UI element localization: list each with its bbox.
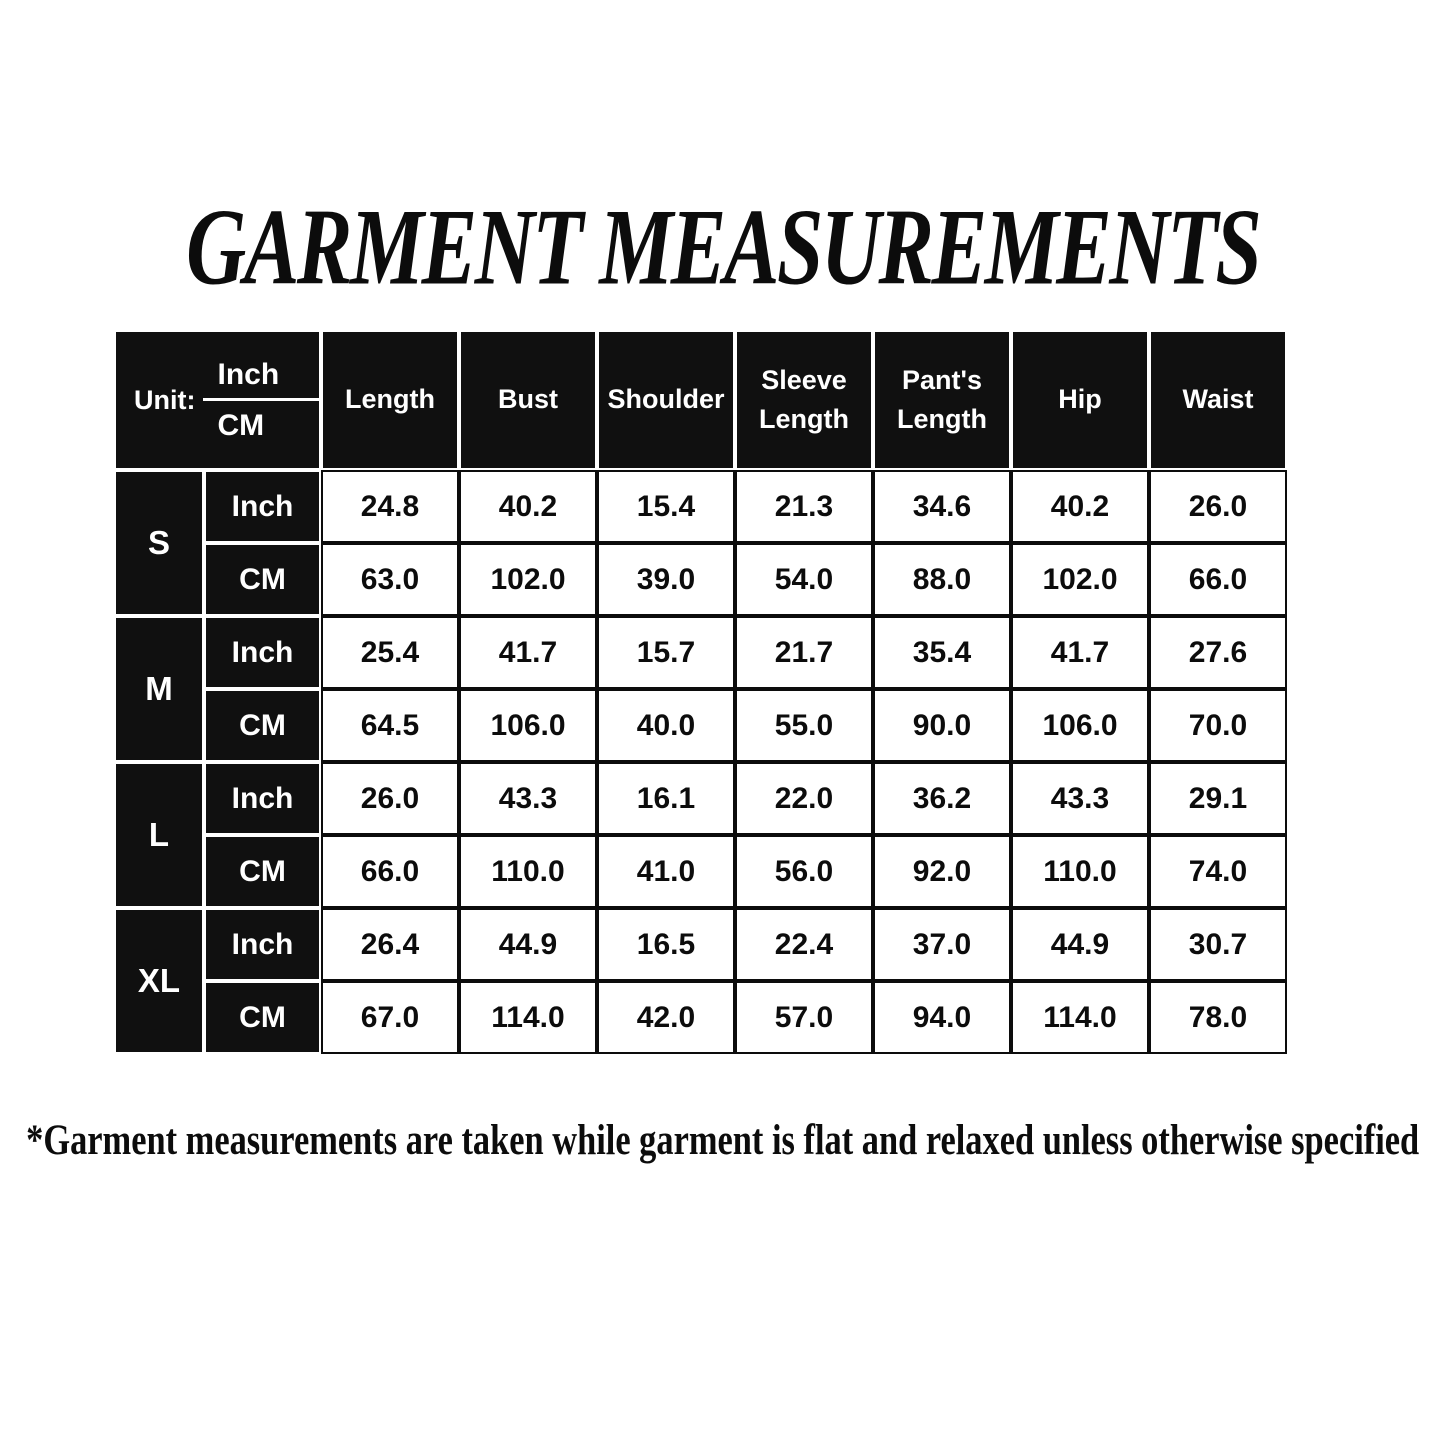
value-cell: 78.0 [1149, 981, 1287, 1054]
value-cell: 40.0 [597, 689, 735, 762]
unit-cell: Inch [204, 470, 321, 543]
value-cell: 16.5 [597, 908, 735, 981]
value-cell: 63.0 [321, 543, 459, 616]
unit-cm-label: CM [217, 408, 265, 442]
table-row: L Inch 26.0 43.3 16.1 22.0 36.2 43.3 29.… [114, 762, 1287, 908]
value-cell: 40.2 [1011, 470, 1149, 543]
value-cell: 114.0 [1011, 981, 1149, 1054]
value-cell: 41.7 [459, 616, 597, 689]
value-cell: 44.9 [459, 908, 597, 981]
table-row: S Inch 24.8 40.2 15.4 21.3 34.6 40.2 26.… [114, 470, 1287, 616]
value-cell: 44.9 [1011, 908, 1149, 981]
table-row: CM 67.0 114.0 42.0 57.0 94.0 114.0 78.0 [114, 981, 1287, 1054]
value-cell: 94.0 [873, 981, 1011, 1054]
value-cell: 110.0 [1011, 835, 1149, 908]
value-cell: 92.0 [873, 835, 1011, 908]
value-cell: 41.7 [1011, 616, 1149, 689]
value-cell: 43.3 [459, 762, 597, 835]
table-row: CM 64.5 106.0 40.0 55.0 90.0 106.0 70.0 [114, 689, 1287, 762]
unit-cell: Inch [204, 762, 321, 835]
garment-measurements-table: Unit: Inch CM Length Bust Shoulder Sleev… [114, 330, 1287, 1054]
page-title: GARMENT MEASUREMENTS [185, 186, 1262, 308]
unit-inch-label: Inch [203, 332, 319, 401]
value-cell: 54.0 [735, 543, 873, 616]
value-cell: 90.0 [873, 689, 1011, 762]
value-cell: 39.0 [597, 543, 735, 616]
value-cell: 41.0 [597, 835, 735, 908]
unit-cell: CM [204, 835, 321, 908]
value-cell: 74.0 [1149, 835, 1287, 908]
size-label-l: L [114, 762, 204, 908]
value-cell: 40.2 [459, 470, 597, 543]
value-cell: 64.5 [321, 689, 459, 762]
unit-fraction: Inch CM [203, 332, 319, 468]
value-cell: 27.6 [1149, 616, 1287, 689]
unit-cell: Inch [204, 616, 321, 689]
unit-cell: CM [204, 543, 321, 616]
column-header-pants-length: Pant's Length [873, 330, 1011, 470]
size-label-m: M [114, 616, 204, 762]
unit-cell: CM [204, 689, 321, 762]
unit-header-cell: Unit: Inch CM [114, 330, 321, 470]
value-cell: 22.4 [735, 908, 873, 981]
value-cell: 15.4 [597, 470, 735, 543]
value-cell: 26.0 [1149, 470, 1287, 543]
page-title-wrap: GARMENT MEASUREMENTS [0, 192, 1445, 301]
column-header-hip: Hip [1011, 330, 1149, 470]
unit-header-content: Unit: Inch CM [116, 332, 319, 468]
value-cell: 22.0 [735, 762, 873, 835]
value-cell: 102.0 [1011, 543, 1149, 616]
size-label-s: S [114, 470, 204, 616]
column-header-waist: Waist [1149, 330, 1287, 470]
table-row: M Inch 25.4 41.7 15.7 21.7 35.4 41.7 27.… [114, 616, 1287, 762]
column-header-sleeve-length: Sleeve Length [735, 330, 873, 470]
unit-label: Unit: [134, 384, 196, 415]
table-row: CM 66.0 110.0 41.0 56.0 92.0 110.0 74.0 [114, 835, 1287, 908]
value-cell: 106.0 [1011, 689, 1149, 762]
value-cell: 34.6 [873, 470, 1011, 543]
value-cell: 21.7 [735, 616, 873, 689]
value-cell: 25.4 [321, 616, 459, 689]
value-cell: 21.3 [735, 470, 873, 543]
value-cell: 15.7 [597, 616, 735, 689]
value-cell: 36.2 [873, 762, 1011, 835]
value-cell: 102.0 [459, 543, 597, 616]
footnote-wrap: *Garment measurements are taken while ga… [0, 1119, 1445, 1162]
table-header-row: Unit: Inch CM Length Bust Shoulder Sleev… [114, 330, 1287, 470]
value-cell: 43.3 [1011, 762, 1149, 835]
value-cell: 16.1 [597, 762, 735, 835]
unit-cell: Inch [204, 908, 321, 981]
value-cell: 55.0 [735, 689, 873, 762]
value-cell: 70.0 [1149, 689, 1287, 762]
table-row: XL Inch 26.4 44.9 16.5 22.4 37.0 44.9 30… [114, 908, 1287, 1054]
value-cell: 106.0 [459, 689, 597, 762]
value-cell: 35.4 [873, 616, 1011, 689]
column-header-shoulder: Shoulder [597, 330, 735, 470]
footnote: *Garment measurements are taken while ga… [25, 1117, 1420, 1164]
value-cell: 30.7 [1149, 908, 1287, 981]
table-row: CM 63.0 102.0 39.0 54.0 88.0 102.0 66.0 [114, 543, 1287, 616]
value-cell: 42.0 [597, 981, 735, 1054]
value-cell: 29.1 [1149, 762, 1287, 835]
value-cell: 24.8 [321, 470, 459, 543]
value-cell: 110.0 [459, 835, 597, 908]
value-cell: 66.0 [321, 835, 459, 908]
column-header-bust: Bust [459, 330, 597, 470]
value-cell: 57.0 [735, 981, 873, 1054]
value-cell: 88.0 [873, 543, 1011, 616]
value-cell: 56.0 [735, 835, 873, 908]
value-cell: 37.0 [873, 908, 1011, 981]
unit-cell: CM [204, 981, 321, 1054]
value-cell: 26.0 [321, 762, 459, 835]
value-cell: 67.0 [321, 981, 459, 1054]
value-cell: 114.0 [459, 981, 597, 1054]
column-header-length: Length [321, 330, 459, 470]
value-cell: 26.4 [321, 908, 459, 981]
size-label-xl: XL [114, 908, 204, 1054]
value-cell: 66.0 [1149, 543, 1287, 616]
